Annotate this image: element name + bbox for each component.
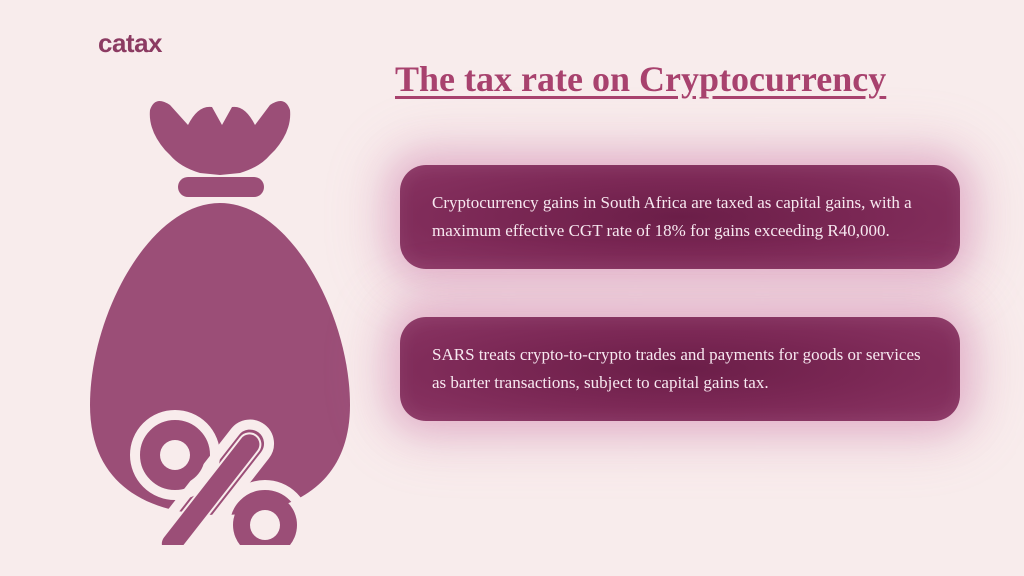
info-card: Cryptocurrency gains in South Africa are… <box>400 165 960 269</box>
page-title: The tax rate on Cryptocurrency <box>395 58 886 100</box>
info-card-text: SARS treats crypto-to-crypto trades and … <box>432 345 921 392</box>
info-cards: Cryptocurrency gains in South Africa are… <box>400 165 960 421</box>
info-card-text: Cryptocurrency gains in South Africa are… <box>432 193 912 240</box>
info-card: SARS treats crypto-to-crypto trades and … <box>400 317 960 421</box>
brand-logo: catax <box>98 28 162 59</box>
money-bag-percent-icon <box>60 95 380 545</box>
